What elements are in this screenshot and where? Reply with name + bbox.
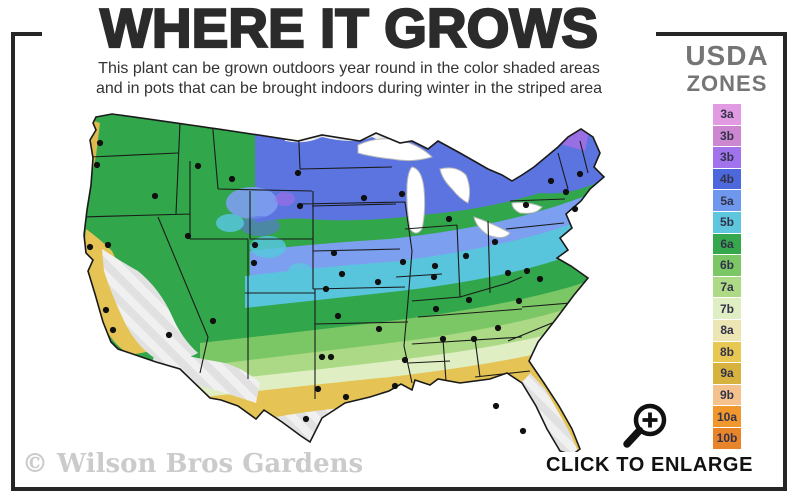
city-dot	[504, 269, 512, 277]
city-dot	[322, 285, 330, 293]
usda-zone-map-svg	[83, 113, 606, 456]
zone-chip-3a: 3a	[713, 104, 741, 125]
city-dot	[318, 353, 326, 361]
city-dot	[391, 382, 399, 390]
city-dot	[96, 139, 104, 147]
city-dot	[360, 194, 368, 202]
zone-chip-7b: 7b	[713, 298, 741, 319]
city-dot	[470, 335, 478, 343]
city-dot	[576, 170, 584, 178]
city-dot	[151, 192, 159, 200]
striped-area-southwest	[152, 349, 260, 403]
city-dot	[302, 415, 310, 423]
city-dot	[494, 324, 502, 332]
city-dot	[536, 275, 544, 283]
city-dot	[330, 249, 338, 257]
city-dot	[431, 262, 439, 270]
city-dot	[250, 259, 258, 267]
city-dot	[465, 296, 473, 304]
zone-chip-9a: 9a	[713, 363, 741, 384]
city-dot	[571, 205, 579, 213]
city-dot	[102, 306, 110, 314]
city-dot	[562, 188, 570, 196]
subtitle: This plant can be grown outdoors year ro…	[46, 59, 652, 98]
zone-chip-5a: 5a	[713, 190, 741, 211]
zone-chip-10a: 10a	[713, 406, 741, 427]
striped-area-north	[285, 114, 420, 143]
city-dot	[86, 243, 94, 251]
zone-chip-5b: 5b	[713, 211, 741, 233]
city-dot	[338, 270, 346, 278]
city-dot	[491, 238, 499, 246]
zone-chip-3b: 3b	[713, 125, 741, 147]
legend-title-usda: USDA	[685, 40, 769, 71]
great-lakes	[357, 138, 543, 239]
zone-chip-7a: 7a	[713, 276, 741, 298]
zone-chip-list: 3a 3b 3b 4b 5a 5b 6a 6b 7a 7b 8a 8b 9a 9b 10a 10b	[666, 104, 788, 449]
city-dot	[314, 385, 322, 393]
city-dot	[296, 202, 304, 210]
city-dot	[492, 402, 500, 410]
legend-title-zones: ZONES	[686, 71, 768, 96]
city-dot	[194, 162, 202, 170]
city-dot	[209, 317, 217, 325]
zone-chip-9b: 9b	[713, 384, 741, 406]
city-dot	[523, 267, 531, 275]
city-dot	[519, 427, 527, 435]
city-dot	[375, 325, 383, 333]
city-dot	[374, 278, 382, 286]
us-outline	[83, 113, 606, 456]
click-to-enlarge-label[interactable]: CLICK TO ENLARGE	[538, 452, 762, 487]
zoom-in-icon[interactable]	[617, 400, 673, 454]
usda-zones-legend: USDA ZONES 3a 3b 3b 4b 5a 5b 6a 6b 7a 7b 8a 8b 9a 9b 1…	[666, 42, 788, 449]
city-dots	[86, 139, 584, 435]
city-dot	[547, 177, 555, 185]
city-dot	[515, 297, 523, 305]
page-title: WHERE IT GROWS	[99, 0, 599, 59]
city-dot	[462, 252, 470, 260]
city-dot	[93, 161, 101, 169]
zone-chip-3b: 3b	[713, 147, 741, 168]
city-dot	[228, 175, 236, 183]
city-dot	[334, 312, 342, 320]
click-to-enlarge[interactable]: CLICK TO ENLARGE	[538, 400, 762, 487]
striped-area-california	[102, 249, 198, 362]
usda-zone-map[interactable]	[60, 110, 660, 462]
zone-chip-10b: 10b	[713, 427, 741, 449]
city-dot	[522, 201, 530, 209]
zone-chip-8b: 8b	[713, 341, 741, 363]
city-dot	[432, 305, 440, 313]
city-dot	[251, 241, 259, 249]
zone-chip-4b: 4b	[713, 168, 741, 190]
city-dot	[445, 215, 453, 223]
city-dot	[430, 273, 438, 281]
city-dot	[439, 335, 447, 343]
city-dot	[184, 232, 192, 240]
zone-chip-6b: 6b	[713, 255, 741, 276]
zone-chip-8a: 8a	[713, 319, 741, 341]
city-dot	[398, 190, 406, 198]
city-dot	[104, 241, 112, 249]
watermark: © Wilson Bros Gardens	[22, 449, 364, 479]
zone-chip-6a: 6a	[713, 233, 741, 255]
city-dot	[342, 393, 350, 401]
city-dot	[401, 356, 409, 364]
header: WHERE IT GROWS This plant can be grown o…	[42, 0, 656, 103]
city-dot	[165, 331, 173, 339]
city-dot	[399, 258, 407, 266]
city-dot	[294, 169, 302, 177]
subtitle-line-2: and in pots that can be brought indoors …	[95, 79, 603, 97]
subtitle-line-1: This plant can be grown outdoors year ro…	[98, 60, 600, 78]
city-dot	[109, 326, 117, 334]
city-dot	[327, 353, 335, 361]
